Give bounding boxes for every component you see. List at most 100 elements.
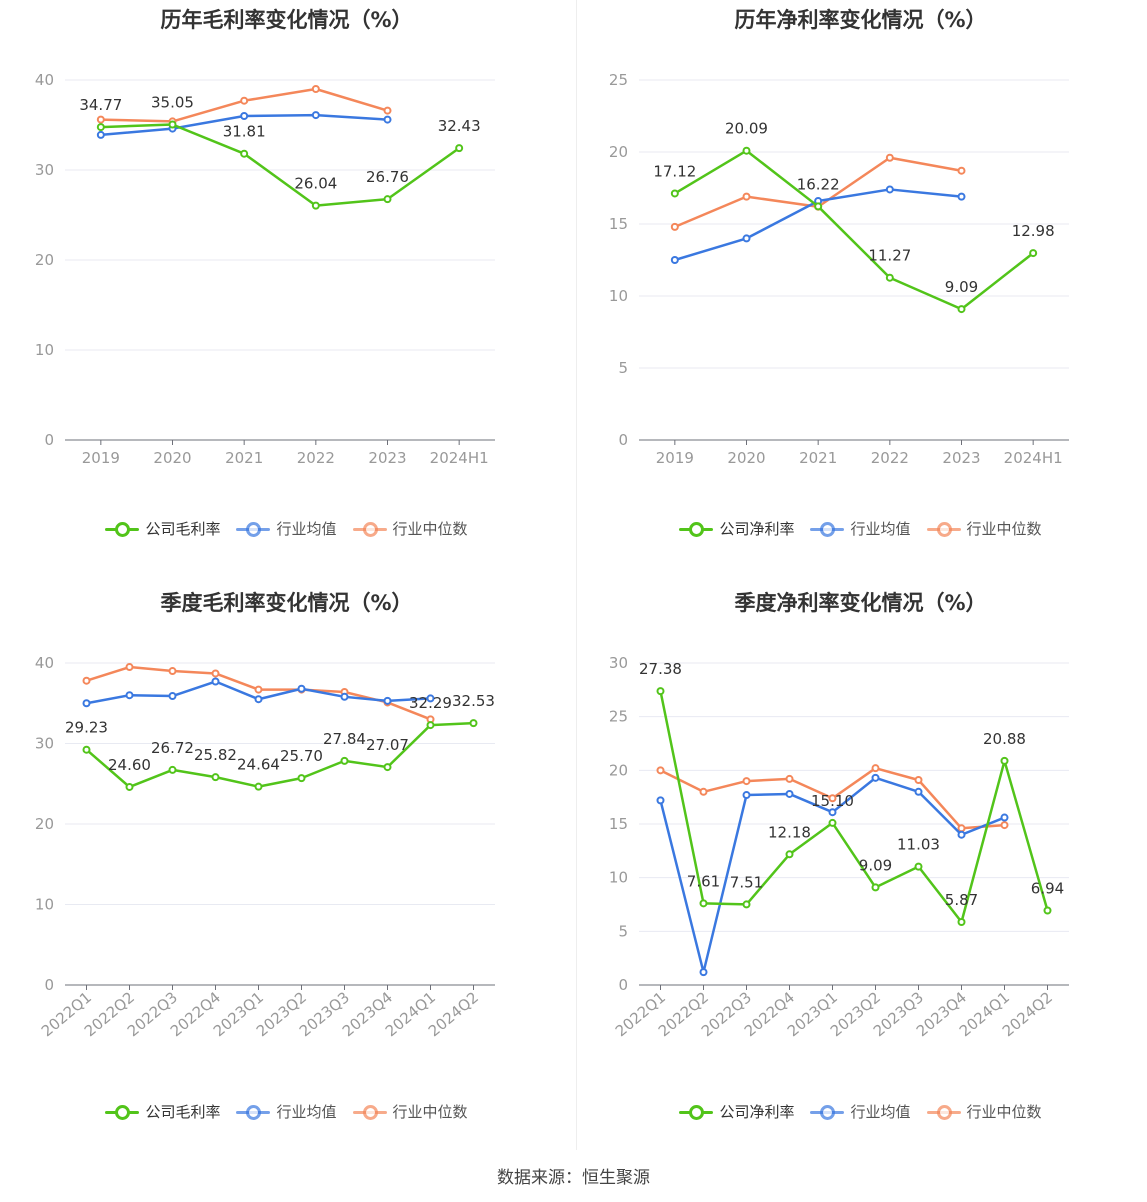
- x-tick-label: 2020: [153, 449, 191, 467]
- data-point: [699, 968, 708, 977]
- data-point: [871, 883, 880, 892]
- legend-line-icon: [926, 1104, 961, 1120]
- y-tick-label: 0: [44, 431, 54, 449]
- data-point: [871, 764, 880, 773]
- data-point: [885, 273, 894, 282]
- data-point: [871, 773, 880, 782]
- legend-item-avg[interactable]: 行业均值: [810, 518, 911, 539]
- legend-line-icon: [810, 521, 845, 537]
- data-label: 9.09: [859, 856, 892, 874]
- legend-item-median[interactable]: 行业中位数: [352, 1101, 468, 1122]
- legend-item-avg[interactable]: 行业均值: [236, 518, 337, 539]
- data-point: [96, 130, 105, 139]
- y-tick-label: 30: [609, 654, 628, 672]
- legend-item-avg[interactable]: 行业均值: [810, 1101, 911, 1122]
- legend-label: 公司毛利率: [145, 520, 221, 538]
- data-point: [168, 120, 177, 129]
- x-tick-label: 2019: [82, 449, 120, 467]
- data-point: [742, 900, 751, 909]
- y-tick-label: 5: [618, 922, 628, 940]
- data-point: [670, 189, 679, 198]
- legend-label: 行业中位数: [966, 1103, 1042, 1121]
- x-tick-label: 2022: [297, 449, 335, 467]
- legend-item-avg[interactable]: 行业均值: [236, 1101, 337, 1122]
- legend-item-company[interactable]: 公司毛利率: [105, 518, 220, 539]
- data-label: 12.98: [1012, 222, 1055, 240]
- data-point: [82, 699, 91, 708]
- legend-line-icon: [810, 1104, 845, 1120]
- x-tick-label: 2020: [727, 449, 765, 467]
- data-label: 35.05: [151, 94, 194, 112]
- data-label: 24.60: [108, 756, 151, 774]
- data-label: 26.72: [151, 739, 194, 757]
- legend-item-company[interactable]: 公司净利率: [679, 518, 794, 539]
- legend-line-icon: [236, 1104, 271, 1120]
- data-point: [828, 808, 837, 817]
- data-point: [168, 667, 177, 676]
- data-point: [125, 691, 134, 700]
- data-label: 9.09: [945, 278, 978, 296]
- chart-title: 季度毛利率变化情况（%）: [160, 591, 413, 615]
- data-point: [82, 676, 91, 685]
- y-tick-label: 10: [35, 341, 54, 359]
- data-point: [211, 669, 220, 678]
- chart-legend: 公司净利率 行业均值 行业中位数: [574, 518, 1147, 540]
- data-label: 7.51: [730, 873, 763, 891]
- chart-title: 历年毛利率变化情况（%）: [160, 8, 413, 32]
- data-point: [254, 782, 263, 791]
- legend-line-icon: [236, 521, 271, 537]
- data-label: 25.70: [280, 747, 323, 765]
- data-point: [1000, 821, 1009, 830]
- data-point: [957, 305, 966, 314]
- data-point: [957, 192, 966, 201]
- data-label: 11.03: [897, 836, 940, 854]
- series-avg: [96, 111, 392, 139]
- legend-line-icon: [926, 521, 961, 537]
- data-point: [656, 796, 665, 805]
- y-tick-label: 20: [609, 143, 628, 161]
- y-tick-label: 20: [609, 761, 628, 779]
- data-point: [1000, 756, 1009, 765]
- chart-title: 季度净利率变化情况（%）: [734, 591, 987, 615]
- vertical-divider: [576, 0, 577, 1150]
- data-label: 11.27: [868, 247, 911, 265]
- data-source-footer: 数据来源：恒生聚源: [0, 1163, 1147, 1188]
- legend-item-company[interactable]: 公司毛利率: [105, 1101, 220, 1122]
- data-point: [885, 153, 894, 162]
- legend-item-median[interactable]: 行业中位数: [352, 518, 468, 539]
- chart-legend: 公司净利率 行业均值 行业中位数: [574, 1101, 1147, 1123]
- data-point: [914, 775, 923, 784]
- series-line: [674, 149, 1034, 311]
- data-label: 26.04: [294, 175, 337, 193]
- legend-line-icon: [105, 521, 140, 537]
- data-label: 17.12: [653, 162, 696, 180]
- legend-item-median[interactable]: 行业中位数: [926, 1101, 1042, 1122]
- data-point: [957, 824, 966, 833]
- data-point: [297, 774, 306, 783]
- x-tick-label: 2024H1: [430, 449, 489, 467]
- legend-item-company[interactable]: 公司净利率: [679, 1101, 794, 1122]
- y-tick-label: 5: [618, 359, 628, 377]
- data-point: [211, 677, 220, 686]
- legend-label: 公司净利率: [719, 1103, 795, 1121]
- legend-label: 行业中位数: [966, 520, 1042, 538]
- data-point: [670, 222, 679, 231]
- data-point: [785, 789, 794, 798]
- data-label: 32.29: [409, 694, 452, 712]
- data-point: [125, 663, 134, 672]
- legend-line-icon: [105, 1104, 140, 1120]
- y-tick-label: 20: [35, 815, 54, 833]
- chart-legend: 公司毛利率 行业均值 行业中位数: [0, 518, 573, 540]
- legend-label: 公司毛利率: [145, 1103, 221, 1121]
- legend-item-median[interactable]: 行业中位数: [926, 518, 1042, 539]
- series-company: [82, 719, 478, 791]
- chart-title: 历年净利率变化情况（%）: [734, 8, 987, 32]
- y-tick-label: 10: [609, 869, 628, 887]
- data-point: [168, 692, 177, 701]
- chart-panel-annual-gross-margin: 历年毛利率变化情况（%） 0 10 20 30 40 2019 2020 2021 2022 20…: [0, 0, 573, 583]
- data-point: [211, 773, 220, 782]
- data-point: [240, 149, 249, 158]
- data-point: [656, 687, 665, 696]
- series-line: [100, 123, 460, 207]
- chart-panel-quarterly-gross-margin: 季度毛利率变化情况（%） 0 10 20 30 40 2022Q1 2022Q2 2022Q3…: [0, 583, 573, 1166]
